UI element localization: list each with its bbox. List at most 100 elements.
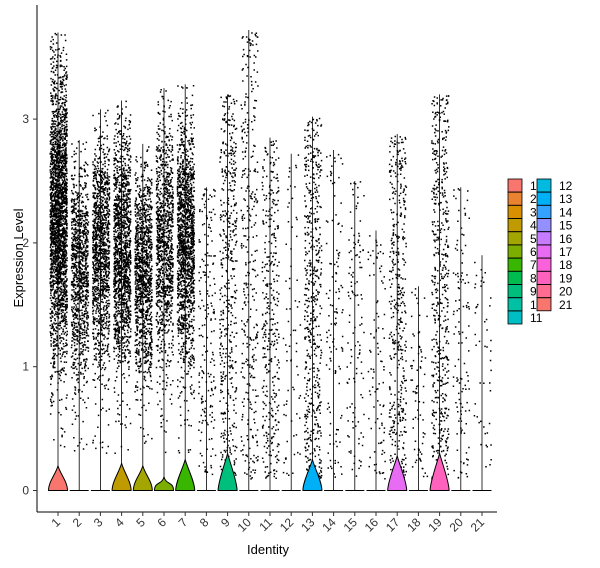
x-tick-label-9: 9 — [218, 515, 233, 530]
points-cluster-15 — [346, 181, 365, 477]
legend-key-19 — [536, 270, 552, 285]
legend-key-16 — [536, 231, 552, 246]
x-tick-label-3: 3 — [91, 515, 106, 530]
legend-key-1 — [507, 178, 523, 193]
legend-key-10 — [507, 297, 523, 312]
legend-label-13: 13 — [559, 192, 573, 206]
points-cluster-6 — [155, 89, 174, 454]
violin-17 — [387, 455, 408, 491]
x-tick-label-11: 11 — [256, 515, 275, 534]
legend-key-15 — [536, 218, 552, 233]
legend-label-6: 6 — [530, 245, 537, 259]
points-cluster-10 — [240, 32, 259, 480]
y-tick-label-1: 1 — [22, 360, 29, 374]
points-cluster-9 — [219, 94, 238, 479]
x-tick-label-18: 18 — [404, 515, 424, 535]
points-cluster-3 — [91, 109, 111, 454]
x-tick-label-16: 16 — [362, 515, 382, 535]
legend-label-9: 9 — [530, 285, 537, 299]
x-tick-label-7: 7 — [176, 515, 191, 530]
violin-4 — [111, 463, 132, 491]
legend-key-9 — [507, 284, 523, 299]
legend-key-11 — [507, 310, 523, 325]
axes — [36, 5, 497, 513]
x-tick-label-14: 14 — [319, 515, 339, 535]
legend-key-4 — [507, 218, 523, 233]
legend-label-8: 8 — [530, 271, 537, 285]
violin-5 — [132, 465, 153, 491]
legend-label-17: 17 — [559, 245, 573, 259]
legend-key-17 — [536, 244, 552, 259]
points-cluster-21 — [473, 261, 492, 468]
points-cluster-20 — [452, 188, 471, 479]
x-tick-label-2: 2 — [70, 515, 85, 530]
points-cluster-17 — [388, 135, 408, 480]
x-tick-label-1: 1 — [48, 515, 63, 530]
x-tick-label-17: 17 — [383, 515, 403, 535]
legend-key-20 — [536, 284, 552, 299]
violin-7 — [175, 459, 196, 491]
points-cluster-5 — [134, 146, 153, 444]
x-tick-label-13: 13 — [298, 515, 318, 535]
violin-6 — [153, 476, 175, 491]
legend-key-3 — [507, 204, 523, 219]
x-tick-label-12: 12 — [277, 515, 297, 535]
violin-9 — [217, 453, 238, 491]
legend-key-18 — [536, 257, 552, 272]
points-cluster-14 — [325, 153, 344, 478]
points-cluster-11 — [261, 140, 280, 480]
points-cluster-8 — [198, 188, 217, 476]
y-axis-title: Expression Level — [11, 208, 26, 307]
points-cluster-13 — [303, 117, 323, 479]
legend-key-8 — [507, 270, 523, 285]
points-cluster-4 — [113, 100, 132, 454]
legend-key-7 — [507, 257, 523, 272]
legend-key-14 — [536, 204, 552, 219]
legend-key-2 — [507, 191, 523, 206]
violin-13 — [302, 459, 323, 491]
legend-label-4: 4 — [530, 219, 537, 233]
y-tick-label-0: 0 — [22, 484, 29, 498]
legend-label-18: 18 — [559, 258, 573, 272]
legend-label-3: 3 — [530, 205, 537, 219]
legend-label-20: 20 — [559, 285, 573, 299]
legend-label-19: 19 — [559, 271, 573, 285]
legend-key-5 — [507, 231, 523, 246]
legend-label-11: 11 — [530, 311, 543, 325]
x-tick-label-4: 4 — [112, 515, 127, 530]
points-cluster-16 — [367, 235, 386, 480]
violins-layer — [47, 29, 492, 491]
x-tick-label-20: 20 — [447, 515, 467, 535]
points-cluster-12 — [282, 154, 302, 476]
jitter-points-layer — [49, 32, 492, 480]
points-cluster-19 — [431, 95, 450, 480]
y-tick-label-3: 3 — [22, 112, 29, 126]
legend-label-15: 15 — [559, 219, 573, 233]
violin-19 — [429, 453, 450, 491]
x-tick-label-6: 6 — [154, 515, 169, 530]
x-tick-label-15: 15 — [341, 515, 361, 535]
legend-key-6 — [507, 244, 523, 259]
legend-label-5: 5 — [530, 232, 537, 246]
y-tick-label-2: 2 — [22, 236, 29, 250]
legend-key-13 — [536, 191, 552, 206]
x-axis-title: Identity — [247, 542, 289, 557]
legend-label-16: 16 — [559, 232, 573, 246]
legend-label-2: 2 — [530, 192, 537, 206]
legend-key-21 — [536, 297, 552, 312]
points-cluster-7 — [176, 85, 196, 454]
legend-label-1: 1 — [530, 179, 537, 193]
points-cluster-18 — [410, 288, 429, 478]
legend-label-21: 21 — [559, 298, 573, 312]
x-tick-label-19: 19 — [425, 515, 445, 535]
x-tick-label-8: 8 — [197, 515, 212, 530]
legend-label-12: 12 — [559, 179, 573, 193]
violin-1 — [47, 465, 69, 491]
legend-label-14: 14 — [559, 205, 573, 219]
x-tick-label-10: 10 — [235, 515, 255, 535]
legend-key-12 — [536, 178, 552, 193]
x-tick-label-21: 21 — [468, 515, 488, 535]
x-tick-label-5: 5 — [133, 515, 148, 530]
legend-label-7: 7 — [530, 258, 537, 272]
